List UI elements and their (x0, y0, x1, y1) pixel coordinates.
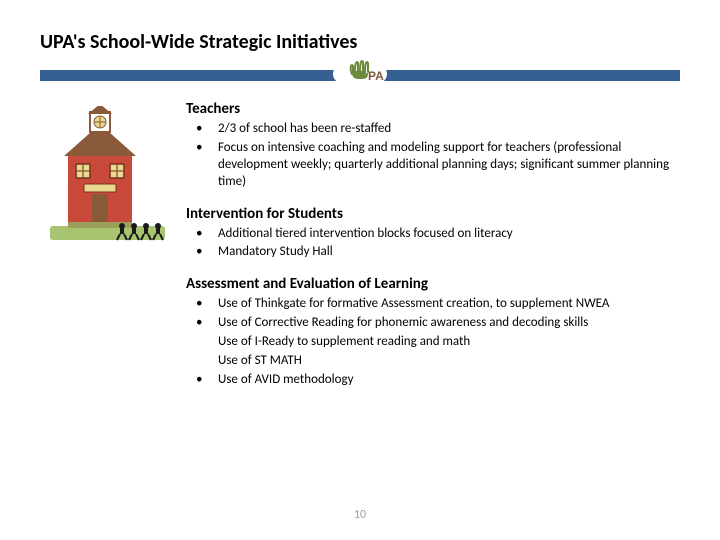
slide-title: UPA's School-Wide Strategic Initiatives (40, 30, 680, 54)
logo-text: PA (368, 69, 384, 83)
section-heading-intervention: Intervention for Students (186, 205, 680, 223)
list-item: Additional tiered intervention blocks fo… (190, 226, 680, 243)
section-heading-teachers: Teachers (186, 100, 680, 118)
list-item: Use of Thinkgate for formative Assessmen… (190, 296, 680, 313)
list-item: Use of AVID methodology (190, 372, 680, 389)
illustration-column (40, 100, 170, 391)
upa-logo: PA (332, 58, 388, 95)
schoolhouse-illustration (40, 106, 170, 246)
list-item: Use of ST MATH (190, 353, 680, 370)
bullets-intervention: Additional tiered intervention blocks fo… (186, 226, 680, 262)
bullets-assessment: Use of Thinkgate for formative Assessmen… (186, 296, 680, 388)
list-item: Use of Corrective Reading for phonemic a… (190, 315, 680, 332)
content-area: Teachers 2/3 of school has been re-staff… (40, 100, 680, 391)
list-item: Use of I-Ready to supplement reading and… (190, 334, 680, 351)
page-number: 10 (354, 508, 366, 522)
list-item: Focus on intensive coaching and modeling… (190, 140, 680, 191)
bullets-teachers: 2/3 of school has been re-staffed Focus … (186, 121, 680, 191)
section-heading-assessment: Assessment and Evaluation of Learning (186, 275, 680, 293)
list-item: 2/3 of school has been re-staffed (190, 121, 680, 138)
text-column: Teachers 2/3 of school has been re-staff… (186, 100, 680, 391)
list-item: Mandatory Study Hall (190, 244, 680, 261)
title-divider-wrap: PA (40, 64, 680, 94)
